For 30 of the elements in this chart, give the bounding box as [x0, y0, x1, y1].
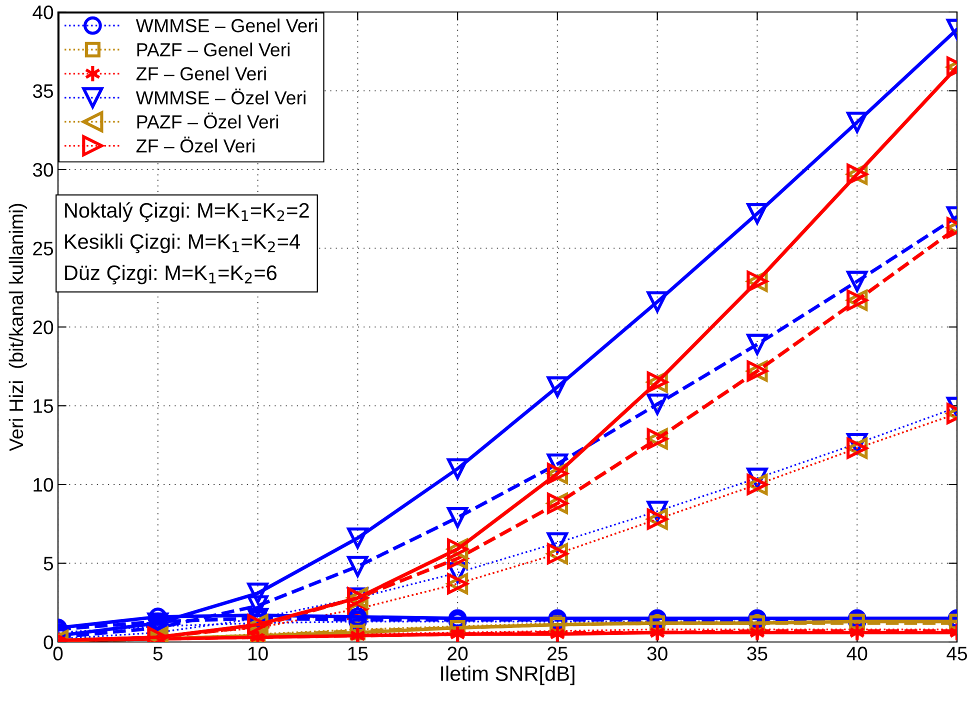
x-tick-label: 45 [946, 646, 967, 660]
legend-label: ZF – Genel Veri [136, 66, 266, 80]
legend-label: ZF – Özel Veri [136, 136, 254, 153]
x-axis-title: Iletim SNR[dB] [441, 666, 574, 686]
x-tick-label: 25 [548, 646, 568, 660]
x-tick-label: 40 [846, 646, 868, 660]
y-tick-label: 35 [32, 84, 54, 98]
annotation: Düz Çizgi: M=K$_{1}$=K$_{2}$=6 [65, 264, 277, 284]
annotation: Noktalý Çizgi: M=K$_{1}$=K$_{2}$=2 [65, 202, 309, 222]
x-tick-label: 10 [248, 646, 268, 660]
legend-label: WMMSE – Özel Veri [136, 88, 306, 104]
y-tick-label: 25 [33, 242, 54, 256]
annotation: Kesikli Çizgi: M=K$_{1}$=K$_{2}$=4 [65, 234, 300, 254]
y-tick-label: 0 [44, 635, 54, 650]
y-tick-label: 15 [34, 399, 54, 413]
y-tick-label: 30 [32, 162, 54, 177]
x-tick-label: 35 [747, 646, 768, 660]
y-tick-label: 10 [34, 478, 54, 492]
legend-label: PAZF – Genel Veri [137, 42, 290, 56]
x-tick-label: 20 [448, 646, 468, 660]
legend-label: WMMSE – Genel Veri [136, 18, 317, 32]
y-tick-label: 5 [44, 556, 54, 570]
y-axis-title: Veri Hizi (bit/kanal kullanimi) [8, 204, 27, 452]
x-tick-label: 5 [153, 646, 162, 660]
x-tick-label: 15 [348, 646, 368, 660]
y-tick-label: 40 [32, 5, 54, 20]
x-tick-label: 30 [647, 646, 668, 660]
y-tick-label: 20 [33, 320, 54, 334]
legend-label: PAZF – Özel Veri [137, 112, 278, 128]
x-tick-label: 0 [53, 646, 63, 660]
